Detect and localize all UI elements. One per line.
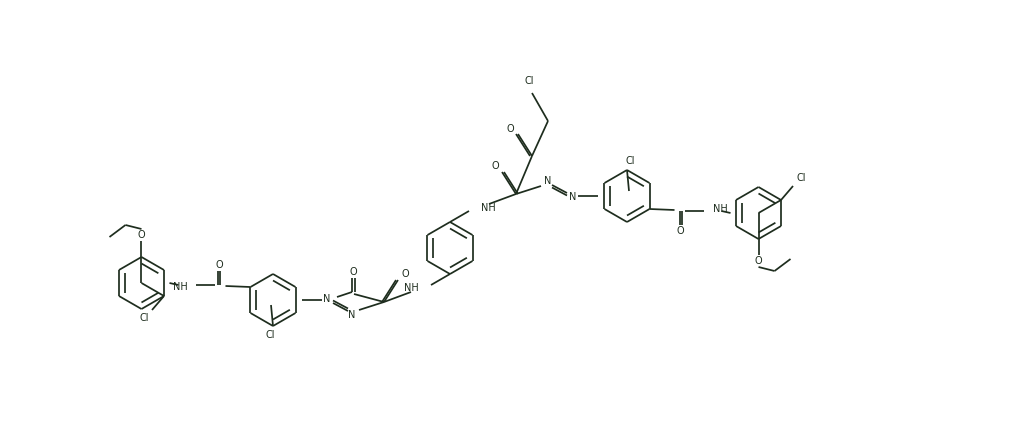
Text: Cl: Cl xyxy=(626,156,635,166)
Text: NH: NH xyxy=(173,282,187,292)
Text: O: O xyxy=(401,269,409,279)
Text: NH: NH xyxy=(481,203,496,213)
Text: N: N xyxy=(348,310,356,320)
Text: Cl: Cl xyxy=(796,173,806,183)
Text: N: N xyxy=(569,192,576,202)
Text: O: O xyxy=(216,260,223,270)
Text: Cl: Cl xyxy=(524,76,534,86)
Text: O: O xyxy=(677,226,684,236)
Text: O: O xyxy=(754,256,762,266)
Text: O: O xyxy=(138,230,145,240)
Text: O: O xyxy=(491,161,499,171)
Text: Cl: Cl xyxy=(140,313,149,323)
Text: Cl: Cl xyxy=(265,330,275,340)
Text: N: N xyxy=(544,176,552,186)
Text: NH: NH xyxy=(404,283,419,293)
Text: O: O xyxy=(349,267,357,277)
Text: O: O xyxy=(506,124,513,134)
Text: N: N xyxy=(323,294,330,304)
Text: NH: NH xyxy=(712,204,728,214)
